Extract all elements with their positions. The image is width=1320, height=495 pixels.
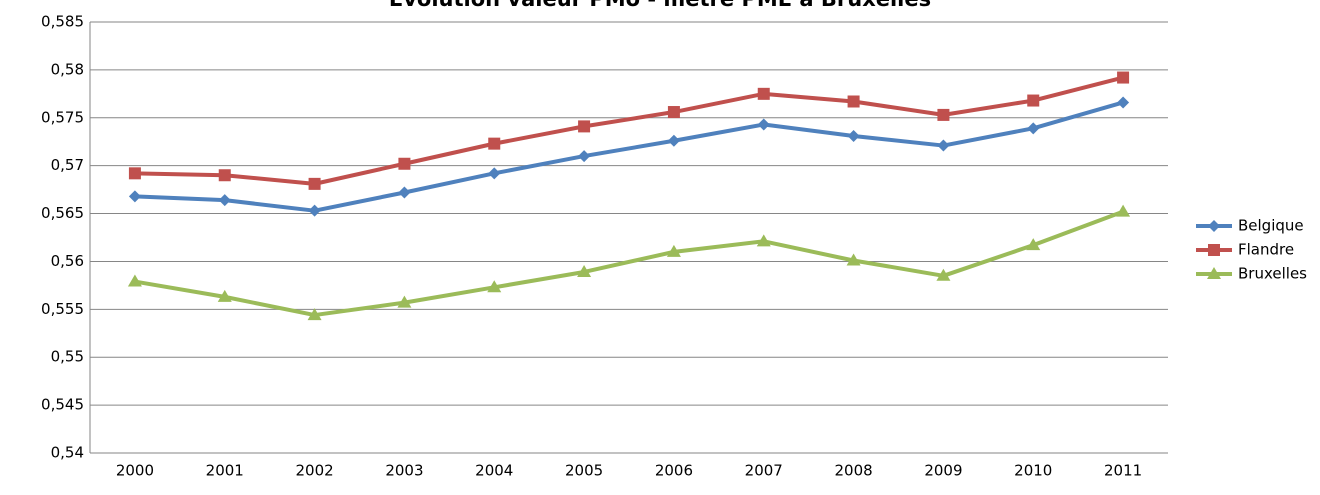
marker — [487, 280, 502, 293]
y-tick-label: 0,54 — [51, 444, 84, 462]
x-tick-label: 2004 — [475, 462, 513, 480]
series-line — [134, 75, 1124, 186]
marker — [127, 274, 142, 287]
series-line — [134, 100, 1124, 213]
marker — [578, 150, 591, 163]
marker — [937, 108, 950, 121]
marker — [1116, 204, 1131, 217]
marker — [308, 177, 321, 190]
marker — [398, 157, 411, 170]
marker — [1027, 122, 1040, 135]
x-tick-label: 2000 — [116, 462, 154, 480]
x-tick-label: 2010 — [1014, 462, 1052, 480]
marker — [577, 264, 592, 277]
x-tick-label: 2008 — [834, 462, 872, 480]
y-tick-label: 0,575 — [41, 108, 84, 126]
y-tick-label: 0,55 — [51, 348, 84, 366]
y-tick-label: 0,585 — [41, 13, 84, 31]
marker — [488, 137, 501, 150]
marker — [128, 190, 141, 203]
marker — [846, 253, 861, 266]
marker — [1207, 267, 1221, 279]
y-tick-label: 0,555 — [41, 300, 84, 318]
x-tick-label: 2006 — [655, 462, 693, 480]
marker — [666, 244, 681, 257]
marker — [398, 186, 411, 199]
y-tick-label: 0,565 — [41, 204, 84, 222]
y-tick-label: 0,57 — [51, 156, 84, 174]
x-tick-label: 2011 — [1104, 462, 1142, 480]
marker — [667, 134, 680, 147]
y-tick-label: 0,58 — [51, 60, 84, 78]
marker — [307, 308, 322, 321]
marker — [578, 120, 591, 133]
marker — [756, 234, 771, 247]
y-tick-label: 0,545 — [41, 396, 84, 414]
marker — [308, 204, 321, 217]
marker — [488, 167, 501, 180]
marker — [1208, 220, 1220, 232]
legend-label: Belgique — [1238, 217, 1304, 235]
x-tick-label: 2007 — [745, 462, 783, 480]
legend-label: Bruxelles — [1238, 265, 1307, 283]
marker — [1027, 94, 1040, 107]
marker — [1208, 244, 1220, 256]
chart-title: Evolution valeur PMo - mètre PME à Bruxe… — [389, 0, 931, 11]
marker — [397, 295, 412, 308]
marker — [937, 139, 950, 152]
marker — [128, 167, 141, 180]
x-tick-label: 2009 — [924, 462, 962, 480]
y-tick-label: 0,56 — [51, 252, 84, 270]
marker — [847, 129, 860, 142]
marker — [757, 118, 770, 131]
x-tick-label: 2002 — [295, 462, 333, 480]
x-tick-label: 2003 — [385, 462, 423, 480]
legend-label: Flandre — [1238, 241, 1294, 259]
marker — [1117, 71, 1130, 84]
marker — [1117, 96, 1130, 109]
marker — [218, 169, 231, 182]
marker — [936, 268, 951, 281]
x-tick-label: 2005 — [565, 462, 603, 480]
marker — [847, 95, 860, 108]
series-line — [134, 209, 1124, 318]
marker — [667, 106, 680, 119]
marker — [757, 87, 770, 100]
marker — [217, 289, 232, 302]
marker — [218, 194, 231, 207]
marker — [1026, 238, 1041, 251]
x-tick-label: 2001 — [206, 462, 244, 480]
